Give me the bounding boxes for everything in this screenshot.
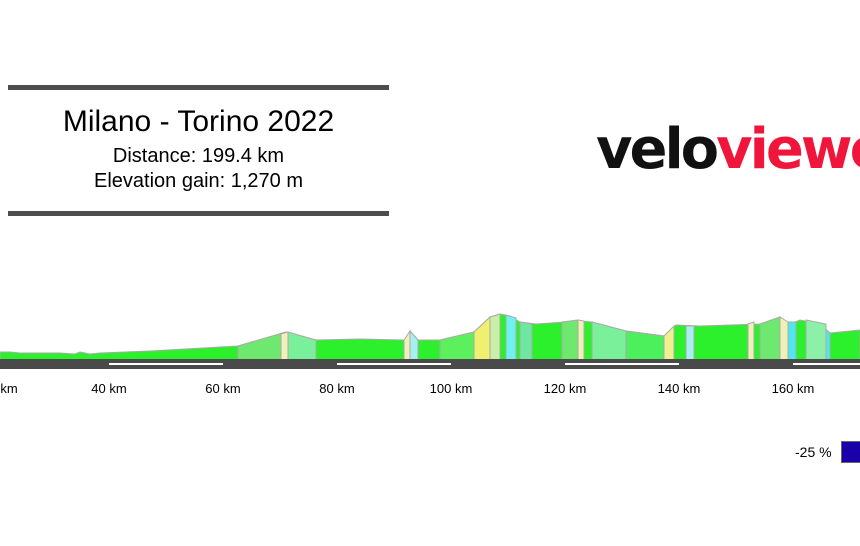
distance-label: Distance: 199.4 km [112,145,285,167]
logo-viewer: viewer [716,117,860,182]
x-tick-160: 160 km [771,381,815,396]
veloviewer-logo: veloviewer [596,122,860,178]
title-rule-bottom [8,211,389,216]
elevation-profile [0,313,860,369]
x-tick-100: 100 km [429,381,473,396]
legend-label: -25 % [795,444,832,460]
elevation-gain-label: Elevation gain: 1,270 m [93,170,304,192]
title-rule-top [8,85,389,90]
logo-velo: velo [596,117,719,182]
x-tick-40: 40 km [91,381,127,396]
x-tick-80: 80 km [319,381,355,396]
chart-title: Milano - Torino 2022 [62,105,335,138]
legend-swatch [841,441,860,463]
x-tick-20: 20 km [0,381,18,396]
x-tick-60: 60 km [205,381,241,396]
x-tick-140: 140 km [657,381,701,396]
title-box: Milano - Torino 2022 Distance: 199.4 km … [8,85,389,217]
x-tick-120: 120 km [543,381,587,396]
